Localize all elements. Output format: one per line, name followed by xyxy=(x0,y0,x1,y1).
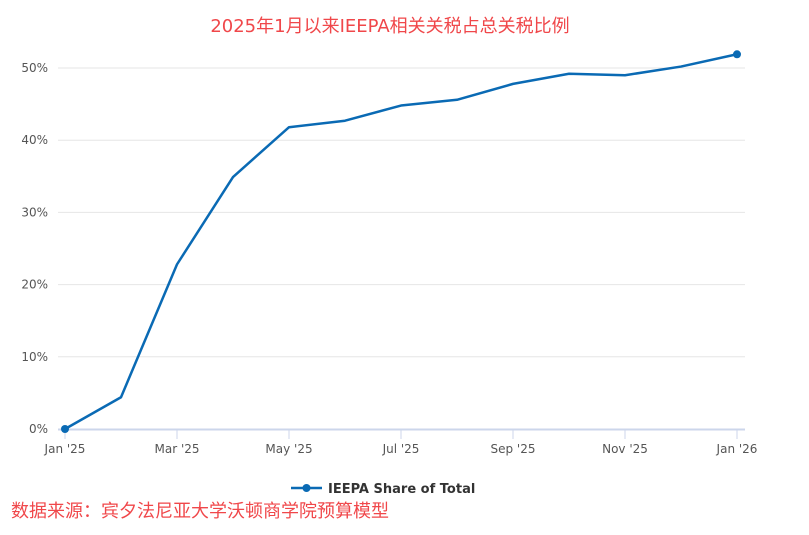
x-tick-label: Jan '26 xyxy=(716,442,758,456)
data-point xyxy=(733,50,741,59)
x-tick-label: Jan '25 xyxy=(44,442,86,456)
y-tick-label: 0% xyxy=(29,422,48,436)
legend-label: IEEPA Share of Total xyxy=(328,482,475,497)
x-tick-label: Sep '25 xyxy=(491,442,536,456)
y-tick-label: 30% xyxy=(21,205,48,219)
x-tick-label: Nov '25 xyxy=(602,442,648,456)
x-tick-label: Jul '25 xyxy=(382,442,420,456)
y-tick-label: 20% xyxy=(21,278,48,292)
chart-title: 2025年1月以来IEEPA相关关税占总关税比例 xyxy=(210,16,570,37)
source-note: 数据来源：宾夕法尼亚大学沃顿商学院预算模型 xyxy=(11,501,389,522)
y-tick-label: 10% xyxy=(21,350,48,364)
y-tick-label: 50% xyxy=(21,61,48,75)
y-tick-label: 40% xyxy=(21,133,48,147)
data-point xyxy=(61,425,69,433)
x-tick-label: Mar '25 xyxy=(154,442,199,456)
legend-marker xyxy=(302,484,311,492)
series-line xyxy=(64,53,738,431)
x-tick-label: May '25 xyxy=(265,442,312,456)
